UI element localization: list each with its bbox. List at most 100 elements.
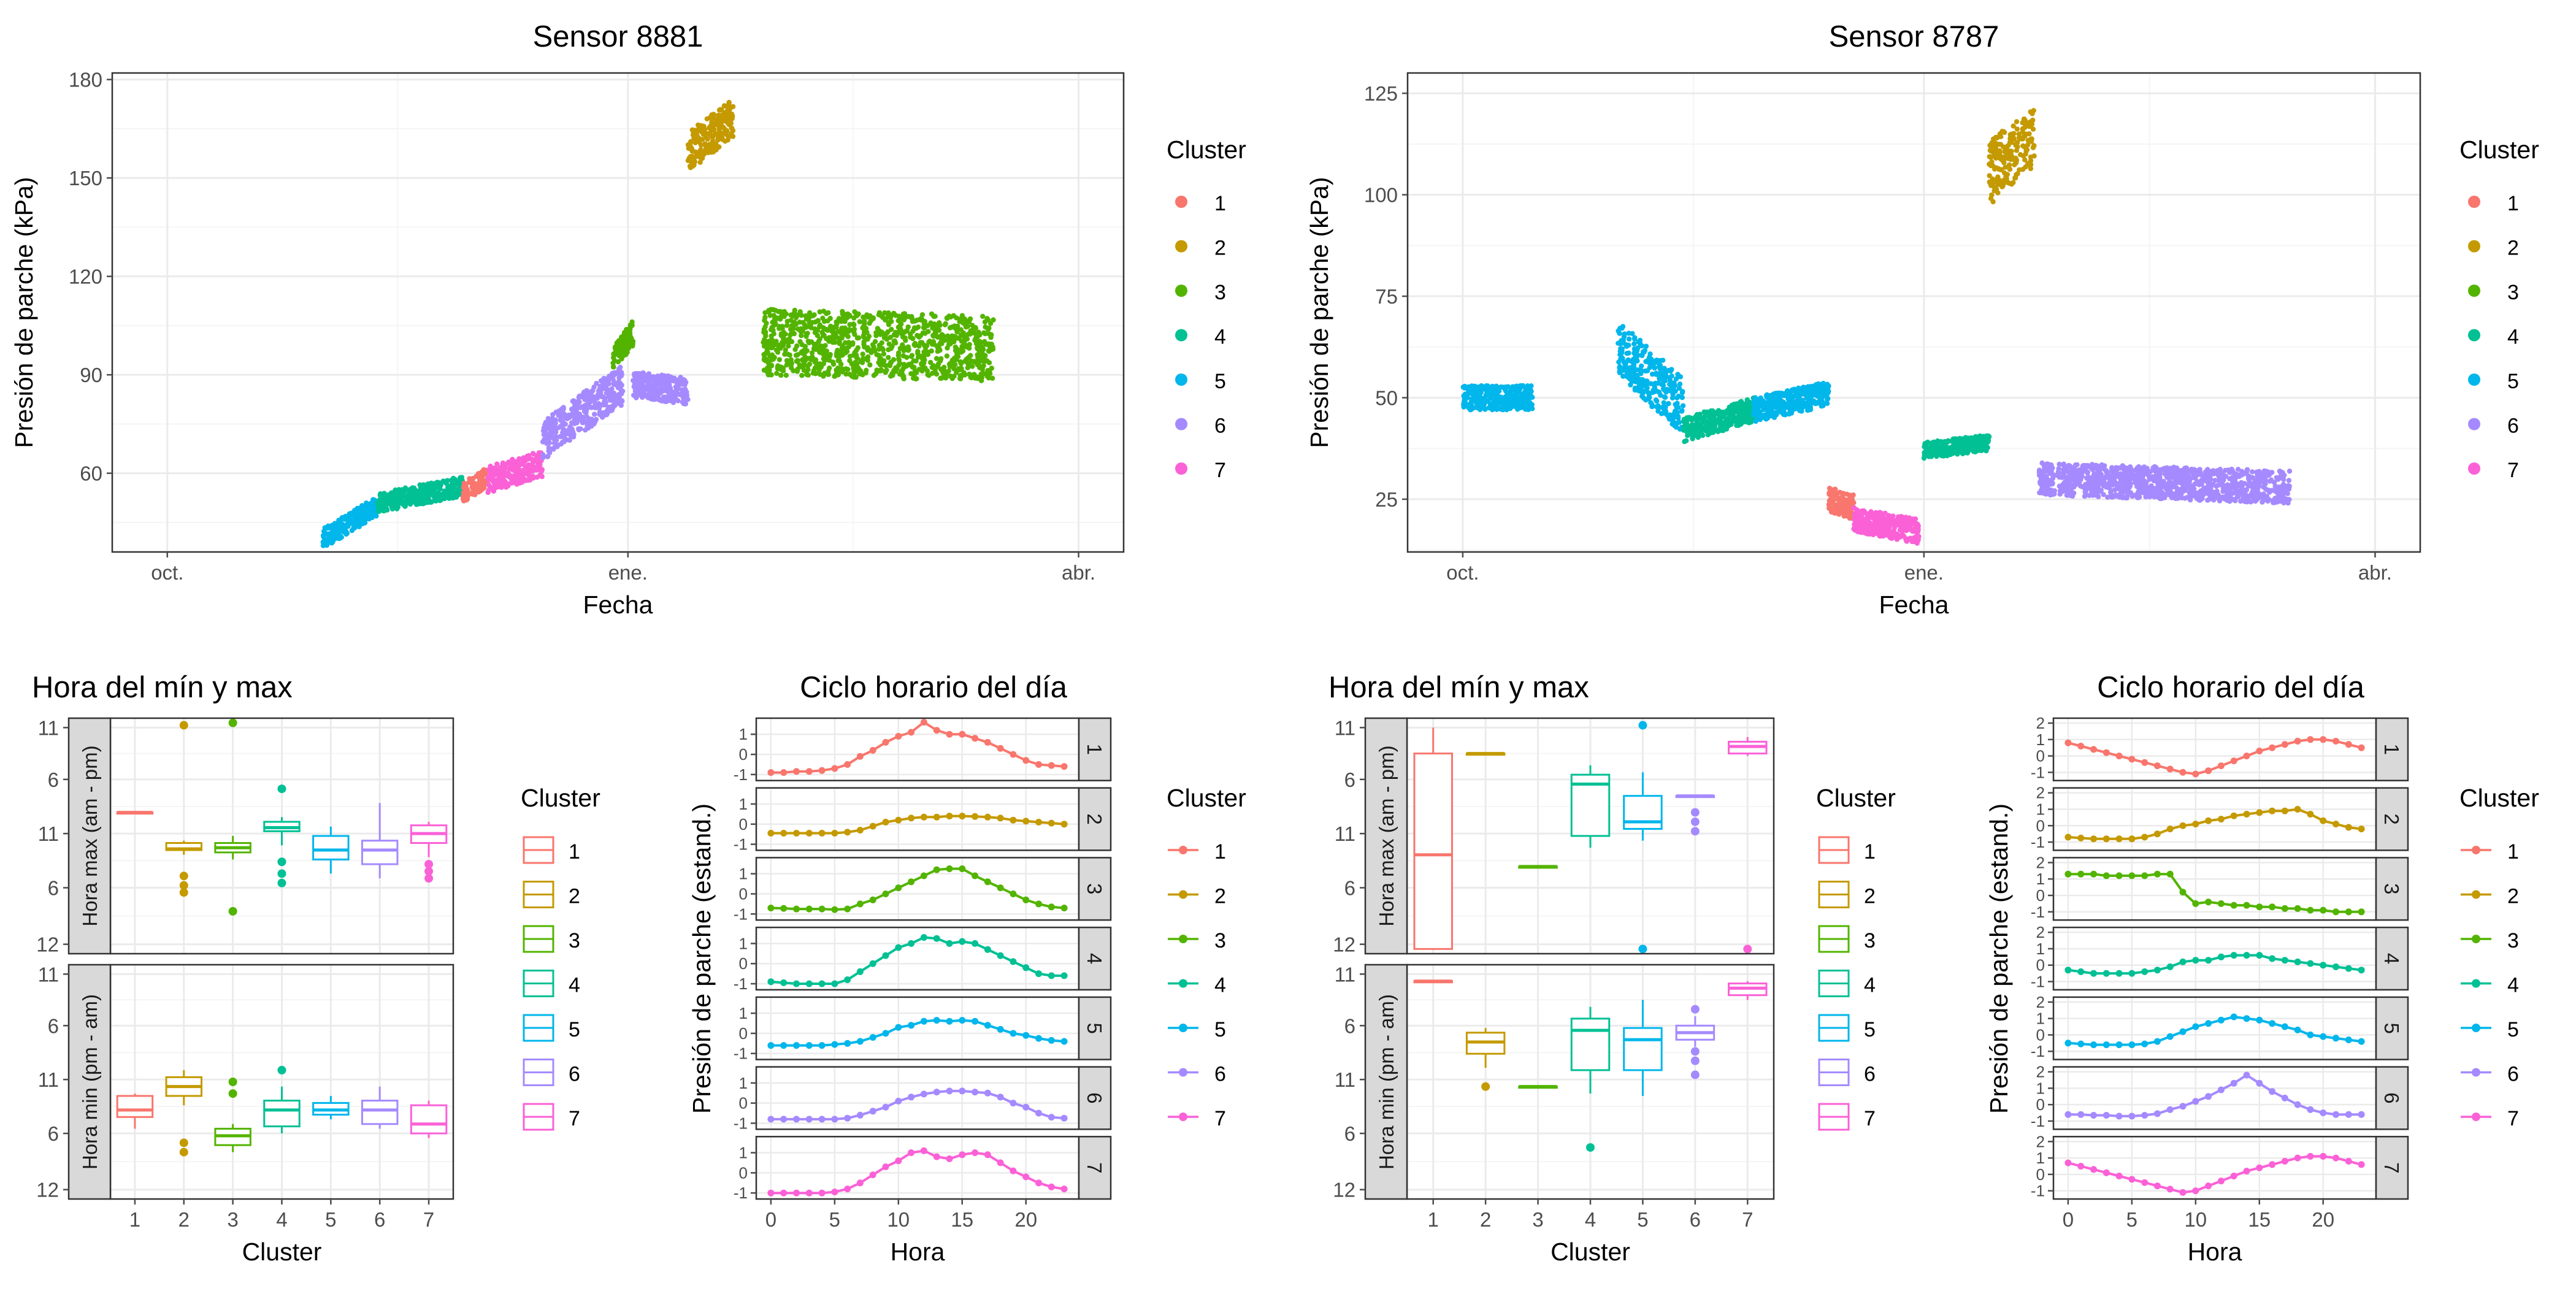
data-point-c5 bbox=[345, 516, 350, 521]
data-point-c1 bbox=[1828, 497, 1833, 502]
data-point-c3 bbox=[816, 348, 821, 353]
data-point-c3 bbox=[965, 324, 970, 329]
data-point-c3 bbox=[789, 323, 794, 328]
data-point-c2 bbox=[2013, 142, 2018, 147]
data-point-c3 bbox=[619, 347, 624, 352]
data-point-c5 bbox=[1659, 411, 1664, 416]
data-point-c5 bbox=[1670, 392, 1675, 397]
data-point-c3 bbox=[846, 329, 851, 334]
data-point-c7 bbox=[513, 473, 518, 478]
data-point-c3 bbox=[881, 351, 886, 356]
data-point-c6 bbox=[576, 426, 581, 431]
data-point-c3 bbox=[775, 350, 780, 354]
data-point-c3 bbox=[904, 355, 909, 360]
data-point-c6 bbox=[596, 392, 600, 397]
data-point-c2 bbox=[719, 107, 724, 112]
legend-key-6 bbox=[1175, 418, 1187, 431]
data-point-c3 bbox=[926, 339, 931, 344]
data-point-c3 bbox=[982, 339, 987, 344]
data-point-c7 bbox=[501, 478, 506, 483]
data-point-c5 bbox=[1523, 396, 1528, 401]
data-point-c5 bbox=[366, 508, 370, 513]
data-point-c4 bbox=[432, 494, 437, 499]
data-point-c6 bbox=[605, 379, 610, 384]
data-point-c3 bbox=[951, 339, 956, 344]
data-point-c3 bbox=[906, 345, 911, 350]
legend-label-5: 5 bbox=[1214, 370, 1226, 393]
data-point-c3 bbox=[876, 312, 881, 317]
data-point-c5 bbox=[1620, 368, 1625, 373]
data-point-c6 bbox=[677, 392, 682, 397]
data-point-c5 bbox=[1461, 404, 1466, 409]
data-point-c3 bbox=[884, 337, 889, 342]
data-point-c4 bbox=[391, 496, 396, 501]
data-point-c2 bbox=[702, 141, 707, 146]
data-point-c5 bbox=[1527, 404, 1532, 409]
data-point-c3 bbox=[897, 358, 902, 362]
y-tick-label: 180 bbox=[69, 69, 102, 91]
data-point-c5 bbox=[1671, 415, 1676, 419]
data-point-c3 bbox=[849, 374, 854, 378]
data-point-c3 bbox=[787, 337, 792, 342]
data-point-c5 bbox=[1660, 381, 1665, 386]
data-point-c3 bbox=[857, 319, 862, 324]
data-point-c6 bbox=[562, 439, 567, 443]
data-point-c6 bbox=[634, 380, 639, 385]
data-point-c5 bbox=[362, 515, 367, 520]
data-point-c6 bbox=[608, 388, 613, 393]
data-point-c6 bbox=[601, 410, 606, 415]
data-point-c5 bbox=[1620, 356, 1625, 361]
data-point-c5 bbox=[1499, 395, 1504, 400]
data-point-c5 bbox=[353, 521, 358, 526]
data-point-c5 bbox=[1825, 401, 1830, 406]
data-point-c5 bbox=[353, 513, 358, 518]
data-point-c6 bbox=[683, 380, 688, 385]
data-point-c7 bbox=[515, 481, 520, 486]
data-point-c3 bbox=[921, 331, 926, 335]
data-point-c7 bbox=[489, 477, 494, 482]
data-point-c3 bbox=[975, 362, 980, 367]
data-point-c3 bbox=[984, 316, 989, 321]
data-point-c6 bbox=[543, 427, 548, 432]
data-point-c7 bbox=[497, 476, 502, 481]
data-point-c3 bbox=[981, 363, 986, 368]
data-point-c3 bbox=[880, 330, 884, 335]
data-point-c4 bbox=[1987, 434, 1991, 439]
data-point-c5 bbox=[1662, 366, 1667, 371]
data-point-c5 bbox=[1819, 404, 1824, 408]
data-point-c4 bbox=[454, 490, 459, 495]
data-point-c3 bbox=[789, 318, 794, 323]
data-point-c7 bbox=[493, 469, 497, 473]
data-point-c5 bbox=[1780, 404, 1785, 409]
data-point-c5 bbox=[1647, 351, 1652, 356]
data-point-c7 bbox=[1866, 518, 1871, 523]
data-point-c5 bbox=[1676, 394, 1681, 399]
data-point-c5 bbox=[1637, 367, 1642, 372]
data-point-c5 bbox=[1657, 362, 1662, 367]
data-point-c3 bbox=[920, 356, 925, 361]
data-point-c3 bbox=[798, 309, 803, 314]
data-point-c6 bbox=[592, 412, 597, 416]
data-point-c4 bbox=[1982, 441, 1987, 446]
data-point-c6 bbox=[659, 373, 664, 378]
data-point-c5 bbox=[1662, 388, 1667, 393]
data-point-c3 bbox=[825, 328, 830, 332]
data-point-c2 bbox=[2014, 148, 2019, 153]
data-point-c5 bbox=[1633, 353, 1638, 358]
data-point-c6 bbox=[642, 391, 646, 396]
data-point-c5 bbox=[1637, 389, 1642, 394]
data-point-c6 bbox=[685, 397, 690, 402]
data-point-c1 bbox=[475, 483, 480, 488]
data-point-c6 bbox=[648, 391, 653, 396]
data-point-c3 bbox=[807, 320, 812, 324]
data-point-c5 bbox=[1672, 423, 1677, 428]
data-point-c6 bbox=[542, 437, 546, 442]
data-point-c6 bbox=[596, 401, 601, 406]
data-point-c5 bbox=[335, 536, 340, 541]
data-point-c2 bbox=[691, 132, 696, 137]
data-point-c6 bbox=[577, 394, 581, 399]
data-point-c7 bbox=[1905, 518, 1910, 523]
data-point-c3 bbox=[911, 372, 916, 377]
data-point-c4 bbox=[428, 485, 433, 490]
data-point-c4 bbox=[1700, 420, 1705, 425]
